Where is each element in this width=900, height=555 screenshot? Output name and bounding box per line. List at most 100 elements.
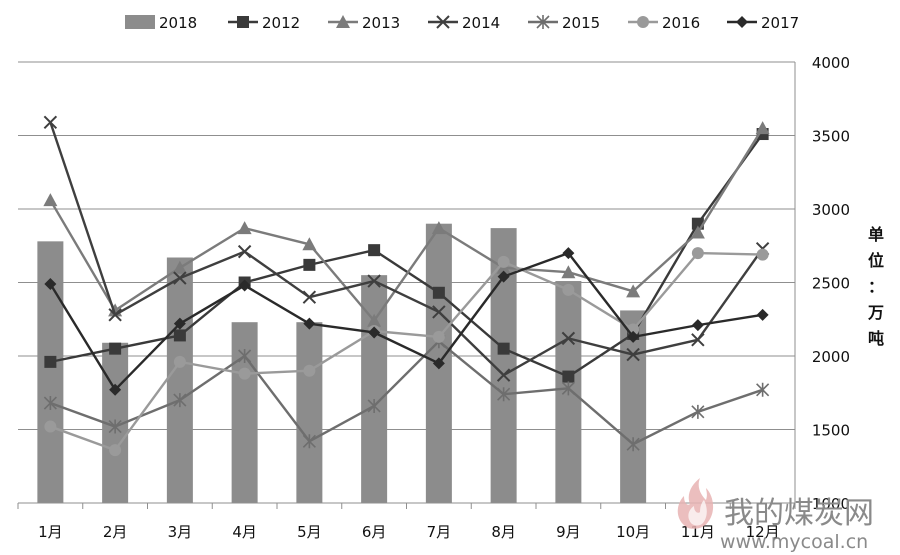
point-marker: [561, 331, 576, 346]
legend-label: 2016: [662, 14, 700, 32]
point-marker: [303, 317, 316, 330]
point-marker: [627, 330, 640, 343]
point-marker: [109, 444, 122, 457]
point-marker: [497, 387, 511, 402]
series-line: [49, 340, 764, 446]
x-tick-label: 3月: [168, 523, 193, 541]
point-marker: [562, 283, 575, 296]
series-line: [49, 251, 763, 452]
line-series: [43, 115, 770, 457]
bar: [166, 257, 193, 503]
point-marker: [237, 221, 252, 235]
y-tick-label: 2000: [812, 348, 850, 366]
point-marker: [367, 274, 381, 288]
legend-item: 2012: [228, 14, 300, 32]
point-marker: [173, 393, 187, 408]
point-marker: [367, 398, 381, 413]
point-marker: [561, 265, 576, 279]
legend-item: 2013: [328, 14, 400, 32]
legend: 2018 2012 2013 2014 2015 2016 2017: [125, 14, 799, 32]
point-marker: [368, 326, 381, 339]
legend-label: 2017: [761, 14, 799, 32]
point-marker: [109, 342, 122, 355]
point-marker: [108, 419, 122, 434]
point-marker: [173, 271, 187, 285]
bar: [361, 275, 388, 503]
point-marker: [43, 193, 58, 207]
x-tick-label: 1月: [38, 523, 63, 541]
point-marker: [497, 270, 510, 283]
point-marker: [238, 367, 251, 380]
legend-label: 2014: [462, 14, 500, 32]
y-axis-title: 单位：万吨: [867, 225, 884, 348]
point-marker: [432, 305, 446, 319]
point-marker: [367, 313, 382, 327]
point-marker: [497, 342, 510, 355]
y-axis-label: 单位：万吨: [867, 225, 884, 348]
point-marker: [237, 244, 252, 259]
legend-label: 2013: [362, 14, 400, 32]
series-line: [50, 133, 764, 378]
series-2012: [44, 128, 769, 383]
point-marker: [303, 364, 316, 377]
x-tick-label: 9月: [556, 523, 581, 541]
watermark-url: www.mycoal.cn: [720, 531, 868, 553]
legend-label: 2015: [562, 14, 600, 32]
point-marker: [302, 237, 317, 251]
point-marker: [637, 16, 649, 28]
bar-series: [37, 223, 647, 504]
legend-label: 2012: [262, 14, 300, 32]
point-marker: [626, 437, 640, 452]
point-marker: [302, 434, 316, 449]
point-marker: [44, 355, 57, 368]
point-marker: [691, 247, 704, 260]
point-marker: [756, 308, 769, 321]
bar: [296, 322, 323, 503]
point-marker: [432, 330, 445, 343]
point-marker: [431, 221, 446, 235]
y-tick-label: 3500: [812, 128, 850, 146]
x-tick-label: 6月: [362, 523, 387, 541]
point-marker: [108, 308, 122, 322]
point-marker: [237, 16, 249, 28]
point-marker: [432, 286, 445, 299]
series-line: [49, 121, 764, 377]
point-marker: [173, 329, 186, 342]
point-marker: [690, 225, 705, 239]
x-tick-label: 8月: [491, 523, 516, 541]
point-marker: [44, 420, 57, 433]
watermark: 我的煤炭网 www.mycoal.cn: [677, 478, 874, 553]
y-tick-label: 1500: [812, 422, 850, 440]
point-marker: [691, 333, 705, 347]
point-marker: [172, 260, 187, 274]
x-tick-label: 7月: [427, 523, 452, 541]
point-marker: [561, 381, 575, 396]
series-2017: [44, 247, 769, 396]
point-marker: [626, 284, 641, 298]
point-marker: [173, 317, 186, 330]
point-marker: [756, 248, 769, 261]
legend-swatch: [125, 15, 155, 29]
point-marker: [109, 383, 122, 396]
legend-item: 2015: [528, 14, 600, 32]
y-tick-label: 1000: [812, 495, 850, 513]
x-tick-label: 12月: [746, 523, 780, 541]
point-marker: [173, 355, 186, 368]
point-marker: [626, 347, 640, 362]
point-marker: [44, 277, 57, 290]
gridlines: [18, 61, 795, 504]
watermark-title: 我的煤炭网: [724, 496, 874, 531]
point-marker: [336, 15, 350, 28]
point-marker: [436, 15, 450, 29]
x-tick-label: 10月: [616, 523, 650, 541]
point-marker: [303, 258, 316, 271]
legend-item: 2018: [125, 14, 197, 32]
x-tick-label: 4月: [232, 523, 257, 541]
point-marker: [496, 368, 511, 382]
point-marker: [43, 396, 57, 411]
point-marker: [691, 404, 705, 419]
point-marker: [238, 349, 252, 363]
series-2013: [43, 121, 770, 327]
y-tick-label: 2500: [812, 275, 850, 293]
